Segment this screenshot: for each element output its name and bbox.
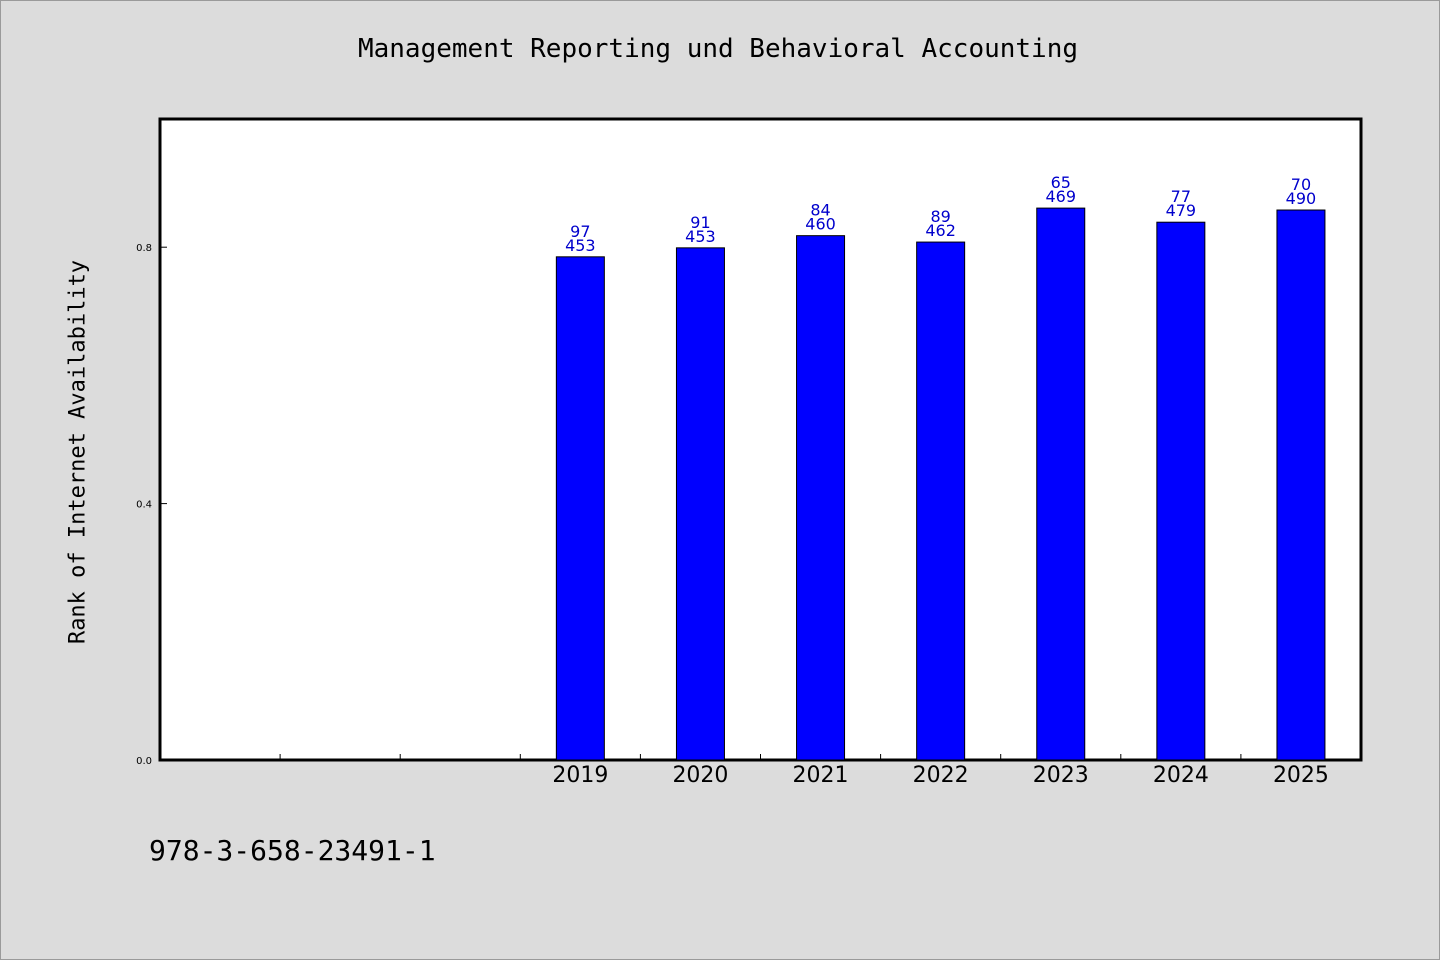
y-tick-label: 0.8 xyxy=(136,243,152,254)
x-category-label: 2020 xyxy=(672,763,728,788)
x-category-label: 2022 xyxy=(913,763,969,788)
bar-2022 xyxy=(916,241,966,761)
tick-layer: 0.0 0.4 0.8 xyxy=(136,243,1242,767)
data-label-top: 65 xyxy=(1051,173,1071,192)
data-label-top: 70 xyxy=(1291,175,1311,194)
bar-2023 xyxy=(1036,207,1086,761)
chart-title: Management Reporting und Behavioral Acco… xyxy=(357,34,1079,64)
bar-2019 xyxy=(555,256,605,761)
data-label-bottom: 462 xyxy=(925,221,956,240)
bar-2025 xyxy=(1276,209,1326,761)
data-label-top: 77 xyxy=(1171,187,1191,206)
data-label-bottom: 469 xyxy=(1045,187,1076,206)
x-category-label: 2021 xyxy=(793,763,849,788)
bar-2021 xyxy=(796,235,846,761)
data-label-bottom: 479 xyxy=(1166,201,1197,220)
x-category-label: 2025 xyxy=(1273,763,1329,788)
data-label-top: 97 xyxy=(570,222,590,241)
bar-2024 xyxy=(1156,221,1206,761)
data-label-bottom: 453 xyxy=(565,236,596,255)
isbn-text: 978-3-658-23491-1 xyxy=(149,834,436,867)
data-label-bottom: 490 xyxy=(1286,189,1317,208)
data-label-top: 91 xyxy=(690,213,710,232)
labels-layer: 2019453972020453912021460842022462892023… xyxy=(552,173,1329,788)
x-category-label: 2023 xyxy=(1033,763,1089,788)
data-label-bottom: 460 xyxy=(805,215,836,234)
bars-layer xyxy=(555,207,1326,761)
y-tick-label: 0.0 xyxy=(136,756,152,767)
y-tick-label: 0.4 xyxy=(136,500,152,511)
x-category-label: 2019 xyxy=(552,763,608,788)
data-label-top: 89 xyxy=(930,207,950,226)
data-label-top: 84 xyxy=(810,201,830,220)
data-label-bottom: 453 xyxy=(685,227,716,246)
x-category-label: 2024 xyxy=(1153,763,1209,788)
bar-2020 xyxy=(675,247,725,761)
